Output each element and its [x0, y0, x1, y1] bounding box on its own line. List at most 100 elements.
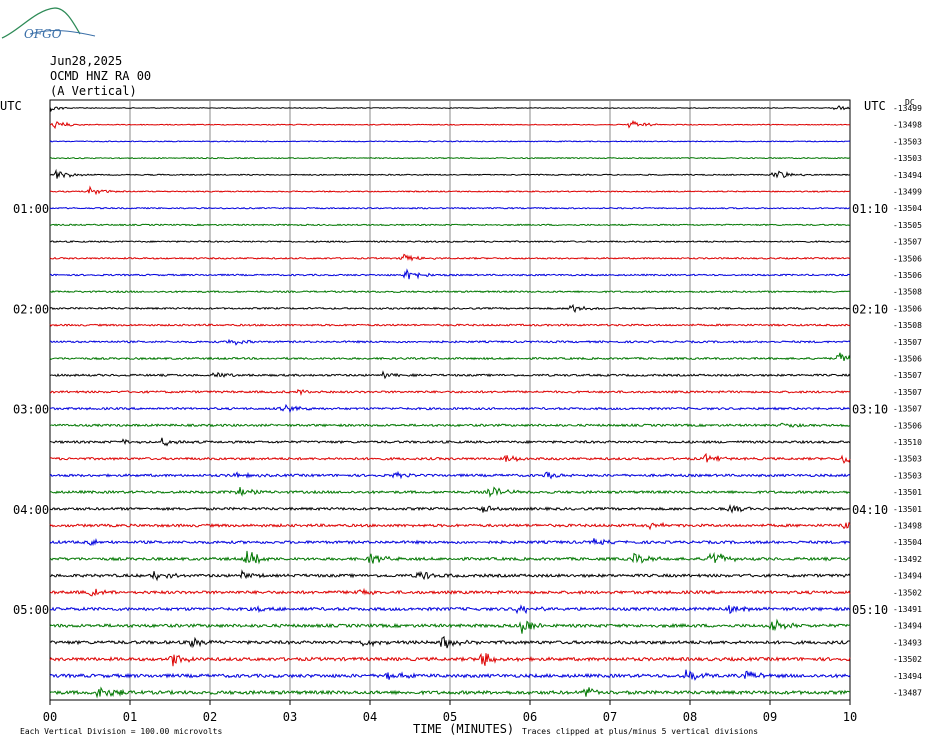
dc-offset-label: -13494 [893, 572, 922, 581]
trace-row-24 [49, 504, 851, 514]
right-time-label: 02:10 [852, 302, 888, 316]
trace-row-2 [49, 140, 851, 143]
trace-row-18 [49, 403, 851, 414]
dc-offset-label: -13493 [893, 638, 922, 647]
dc-offset-label: -13501 [893, 488, 922, 497]
dc-offset-label: -13491 [893, 605, 922, 614]
dc-offset-label: -13503 [893, 154, 922, 163]
trace-row-4 [49, 168, 851, 179]
trace-row-31 [49, 618, 851, 634]
station-label: OCMD HNZ RA 00 [50, 69, 152, 83]
dc-offset-label: -13502 [893, 588, 922, 597]
x-axis-title: TIME (MINUTES) [413, 722, 515, 736]
trace-row-17 [49, 388, 851, 396]
utc-right-label: UTC [864, 99, 886, 113]
trace-row-30 [49, 604, 851, 615]
x-tick-label-02: 02 [203, 710, 217, 724]
left-time-label: 01:00 [13, 202, 49, 216]
dc-offset-label: -13499 [893, 104, 922, 113]
x-tick-label-01: 01 [123, 710, 137, 724]
x-tick-label-03: 03 [283, 710, 297, 724]
scale-note: Each Vertical Division = 100.00 microvol… [20, 727, 223, 736]
x-tick-label-07: 07 [603, 710, 617, 724]
x-tick-label-04: 04 [363, 710, 377, 724]
x-tick-label-06: 06 [523, 710, 537, 724]
dc-offset-label: -13506 [893, 271, 922, 280]
trace-row-34 [49, 669, 851, 681]
trace-row-15 [49, 352, 851, 362]
clip-note: Traces clipped at plus/minus 5 vertical … [522, 727, 759, 736]
dc-offset-label: -13503 [893, 471, 922, 480]
dc-offset-label: -13506 [893, 355, 922, 364]
component-label: (A Vertical) [50, 84, 137, 98]
dc-offset-label: -13507 [893, 371, 922, 380]
dc-offset-label: -13508 [893, 288, 922, 297]
x-tick-label-10: 10 [843, 710, 857, 724]
left-time-label: 03:00 [13, 403, 49, 417]
trace-row-23 [49, 486, 851, 498]
trace-row-20 [49, 437, 851, 447]
dc-offset-label: -13508 [893, 321, 922, 330]
ofgo-logo-graphic [1, 7, 96, 39]
utc-left-label: UTC [0, 99, 22, 113]
dc-offset-label: -13507 [893, 388, 922, 397]
dc-offset-label: -13507 [893, 238, 922, 247]
right-time-label: 01:10 [852, 202, 888, 216]
trace-row-26 [49, 538, 851, 547]
trace-row-16 [49, 370, 851, 380]
dc-offset-label: -13498 [893, 121, 922, 130]
trace-row-3 [49, 156, 851, 160]
dc-offset-label: -13505 [893, 221, 922, 230]
x-tick-label-08: 08 [683, 710, 697, 724]
dc-offset-label: -13494 [893, 672, 922, 681]
date-label: Jun28,2025 [50, 54, 123, 68]
left-time-label: 02:00 [13, 302, 49, 316]
trace-row-1 [49, 119, 851, 130]
dc-offset-label: -13501 [893, 505, 922, 514]
dc-offset-label: -13507 [893, 405, 922, 414]
trace-row-29 [49, 587, 851, 597]
trace-row-32 [49, 635, 850, 649]
right-time-label: 03:10 [852, 403, 888, 417]
logo-text: OFGO [24, 27, 62, 41]
trace-row-12 [49, 303, 851, 313]
trace-row-13 [49, 323, 851, 327]
trace-row-21 [49, 452, 851, 464]
trace-row-7 [50, 223, 851, 227]
x-tick-label-09: 09 [763, 710, 777, 724]
trace-row-14 [49, 338, 851, 346]
dc-offset-label: -13487 [893, 689, 922, 698]
dc-offset-label: -13510 [893, 438, 922, 447]
trace-row-11 [49, 289, 851, 294]
trace-row-19 [49, 422, 851, 428]
x-tick-label-05: 05 [443, 710, 457, 724]
dc-offset-label: -13492 [893, 555, 922, 564]
trace-row-6 [49, 206, 851, 210]
trace-row-33 [49, 652, 851, 667]
trace-row-35 [49, 686, 851, 699]
trace-row-22 [49, 470, 851, 480]
dc-label: DC [905, 98, 915, 107]
trace-row-9 [49, 253, 851, 262]
dc-offset-label: -13503 [893, 455, 922, 464]
dc-offset-label: -13503 [893, 137, 922, 146]
trace-row-10 [49, 268, 851, 280]
dc-offset-label: -13506 [893, 421, 922, 430]
right-time-label: 04:10 [852, 503, 888, 517]
trace-row-0 [49, 105, 851, 113]
trace-row-8 [49, 240, 851, 244]
trace-row-27 [49, 550, 851, 565]
dc-offset-label: -13494 [893, 622, 922, 631]
x-tick-label-00: 00 [43, 710, 57, 724]
dc-offset-label: -13504 [893, 204, 922, 213]
left-time-label: 04:00 [13, 503, 49, 517]
dc-offset-label: -13502 [893, 655, 922, 664]
dc-offset-label: -13499 [893, 188, 922, 197]
dc-offset-label: -13498 [893, 522, 922, 531]
trace-row-28 [49, 569, 851, 582]
dc-offset-label: -13506 [893, 254, 922, 263]
trace-row-5 [49, 185, 851, 196]
left-time-label: 05:00 [13, 603, 49, 617]
dc-offset-label: -13494 [893, 171, 922, 180]
